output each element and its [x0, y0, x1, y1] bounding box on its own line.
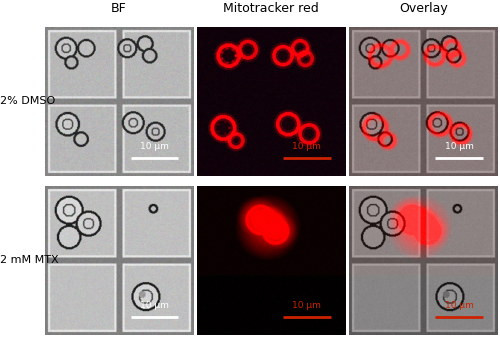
Text: Overlay: Overlay: [399, 2, 448, 15]
Text: 10 μm: 10 μm: [140, 142, 169, 151]
Text: 10 μm: 10 μm: [444, 301, 474, 310]
Text: 10 μm: 10 μm: [292, 142, 321, 151]
Text: 10 μm: 10 μm: [444, 142, 474, 151]
Text: Mitotracker red: Mitotracker red: [224, 2, 319, 15]
Text: 10 μm: 10 μm: [292, 301, 321, 310]
Text: 10 μm: 10 μm: [140, 301, 169, 310]
Text: 2 mM MTX: 2 mM MTX: [0, 255, 59, 265]
Text: BF: BF: [111, 2, 127, 15]
Text: 2% DMSO: 2% DMSO: [0, 96, 56, 106]
